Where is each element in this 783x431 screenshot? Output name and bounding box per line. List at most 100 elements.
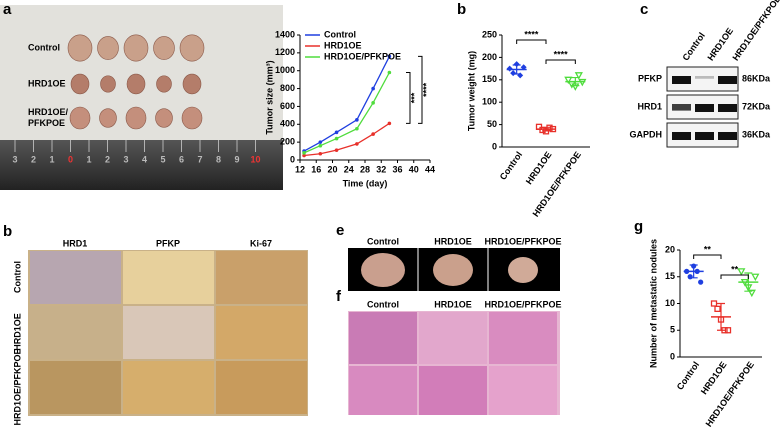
panel-letter: a — [3, 1, 12, 18]
point — [355, 118, 359, 122]
band — [718, 76, 737, 84]
column-header: HRD1OE — [434, 299, 472, 309]
tumor — [126, 73, 146, 95]
x-tick-label: HRD1OE — [524, 150, 554, 186]
point — [687, 274, 693, 280]
row-label: Control — [28, 42, 60, 52]
x-tick-label: 24 — [344, 164, 354, 174]
legend-label: HRD1OE/PFKPOE — [324, 51, 401, 61]
point — [355, 126, 359, 131]
he-zoom — [419, 366, 487, 415]
column-header: HRD1OE/PFKPOE — [484, 299, 561, 309]
tumor — [125, 106, 147, 130]
point — [334, 130, 339, 135]
line — [303, 56, 390, 152]
point — [751, 273, 760, 282]
band — [695, 76, 714, 79]
tumor — [179, 34, 205, 62]
significance: **** — [554, 49, 569, 59]
y-tick-label: 0 — [290, 154, 295, 164]
column-header: Control — [367, 299, 399, 309]
row-label: HRD1OE — [12, 313, 22, 351]
ruler-label: 3 — [123, 154, 128, 164]
y-tick-label: 400 — [280, 119, 295, 129]
row-label: Control — [12, 261, 22, 293]
x-tick-label: Control — [498, 150, 525, 182]
line — [303, 122, 390, 157]
y-tick-label: 250 — [482, 29, 497, 39]
significance: **** — [421, 82, 431, 97]
error-bar — [571, 76, 580, 87]
y-tick-label: 0 — [670, 351, 675, 361]
y-tick-label: 1200 — [275, 47, 295, 57]
point — [510, 70, 517, 77]
protein-label: GAPDH — [629, 129, 662, 139]
x-tick-label: 28 — [360, 164, 370, 174]
ruler-label: 0 — [68, 154, 73, 164]
ruler-label: 2 — [105, 154, 110, 164]
tumor — [69, 106, 91, 130]
panel-letter: b — [457, 1, 466, 18]
x-tick-label: 44 — [425, 164, 435, 174]
row-label: HRD1OE/PFKPOE — [12, 348, 22, 425]
y-tick-label: 15 — [665, 271, 675, 281]
band — [695, 132, 714, 140]
significance: ** — [704, 244, 712, 254]
tumor — [155, 108, 173, 128]
point — [714, 305, 721, 313]
ruler-label: 5 — [160, 154, 165, 164]
point — [506, 65, 513, 72]
x-tick-label: 40 — [409, 164, 419, 174]
ruler-label: 2 — [31, 154, 36, 164]
point — [737, 268, 746, 276]
point — [724, 327, 732, 334]
lung — [361, 253, 405, 287]
y-tick-label: 200 — [280, 137, 295, 147]
line — [303, 72, 390, 154]
significance: **** — [524, 29, 539, 39]
lung — [433, 254, 473, 286]
size-label: 36KDa — [742, 129, 771, 139]
point — [371, 101, 375, 105]
point — [371, 132, 375, 136]
point — [698, 279, 704, 285]
band — [672, 76, 691, 84]
error-bar — [542, 126, 550, 132]
band — [718, 104, 737, 112]
x-tick-label: Control — [675, 360, 702, 392]
point — [302, 153, 306, 158]
lane-label: HRD1OE/PFKPOE — [730, 0, 782, 63]
panel-letter: e — [336, 222, 344, 239]
point — [710, 300, 718, 307]
bracket — [418, 55, 423, 124]
ihc-image — [216, 361, 307, 414]
bracket — [406, 72, 411, 124]
panel-letter: f — [336, 288, 342, 305]
lung — [508, 257, 538, 283]
x-tick-label: 32 — [376, 164, 386, 174]
point — [302, 151, 306, 155]
ihc-image — [123, 251, 214, 304]
ruler-label: 10 — [250, 154, 260, 164]
y-axis-label: Tumor size (mm³) — [264, 60, 274, 134]
significance: ** — [731, 264, 739, 274]
size-label: 72KDa — [742, 101, 771, 111]
tumor — [70, 73, 90, 95]
y-axis-label: Tumor weight (mg) — [466, 51, 476, 131]
tumor — [153, 36, 175, 60]
panel-letter: b — [3, 223, 12, 240]
point — [387, 54, 392, 59]
x-tick-label: 36 — [392, 164, 402, 174]
column-header: Ki-67 — [250, 238, 272, 248]
ihc-image — [30, 306, 121, 359]
tumor — [181, 106, 203, 130]
band — [672, 104, 691, 111]
x-tick-label: 12 — [295, 164, 305, 174]
point — [318, 143, 323, 148]
tumor — [67, 34, 93, 62]
he-image — [489, 312, 557, 364]
point — [574, 72, 583, 80]
tumor — [156, 75, 172, 93]
bracket — [720, 274, 749, 279]
error-bar — [717, 302, 725, 331]
